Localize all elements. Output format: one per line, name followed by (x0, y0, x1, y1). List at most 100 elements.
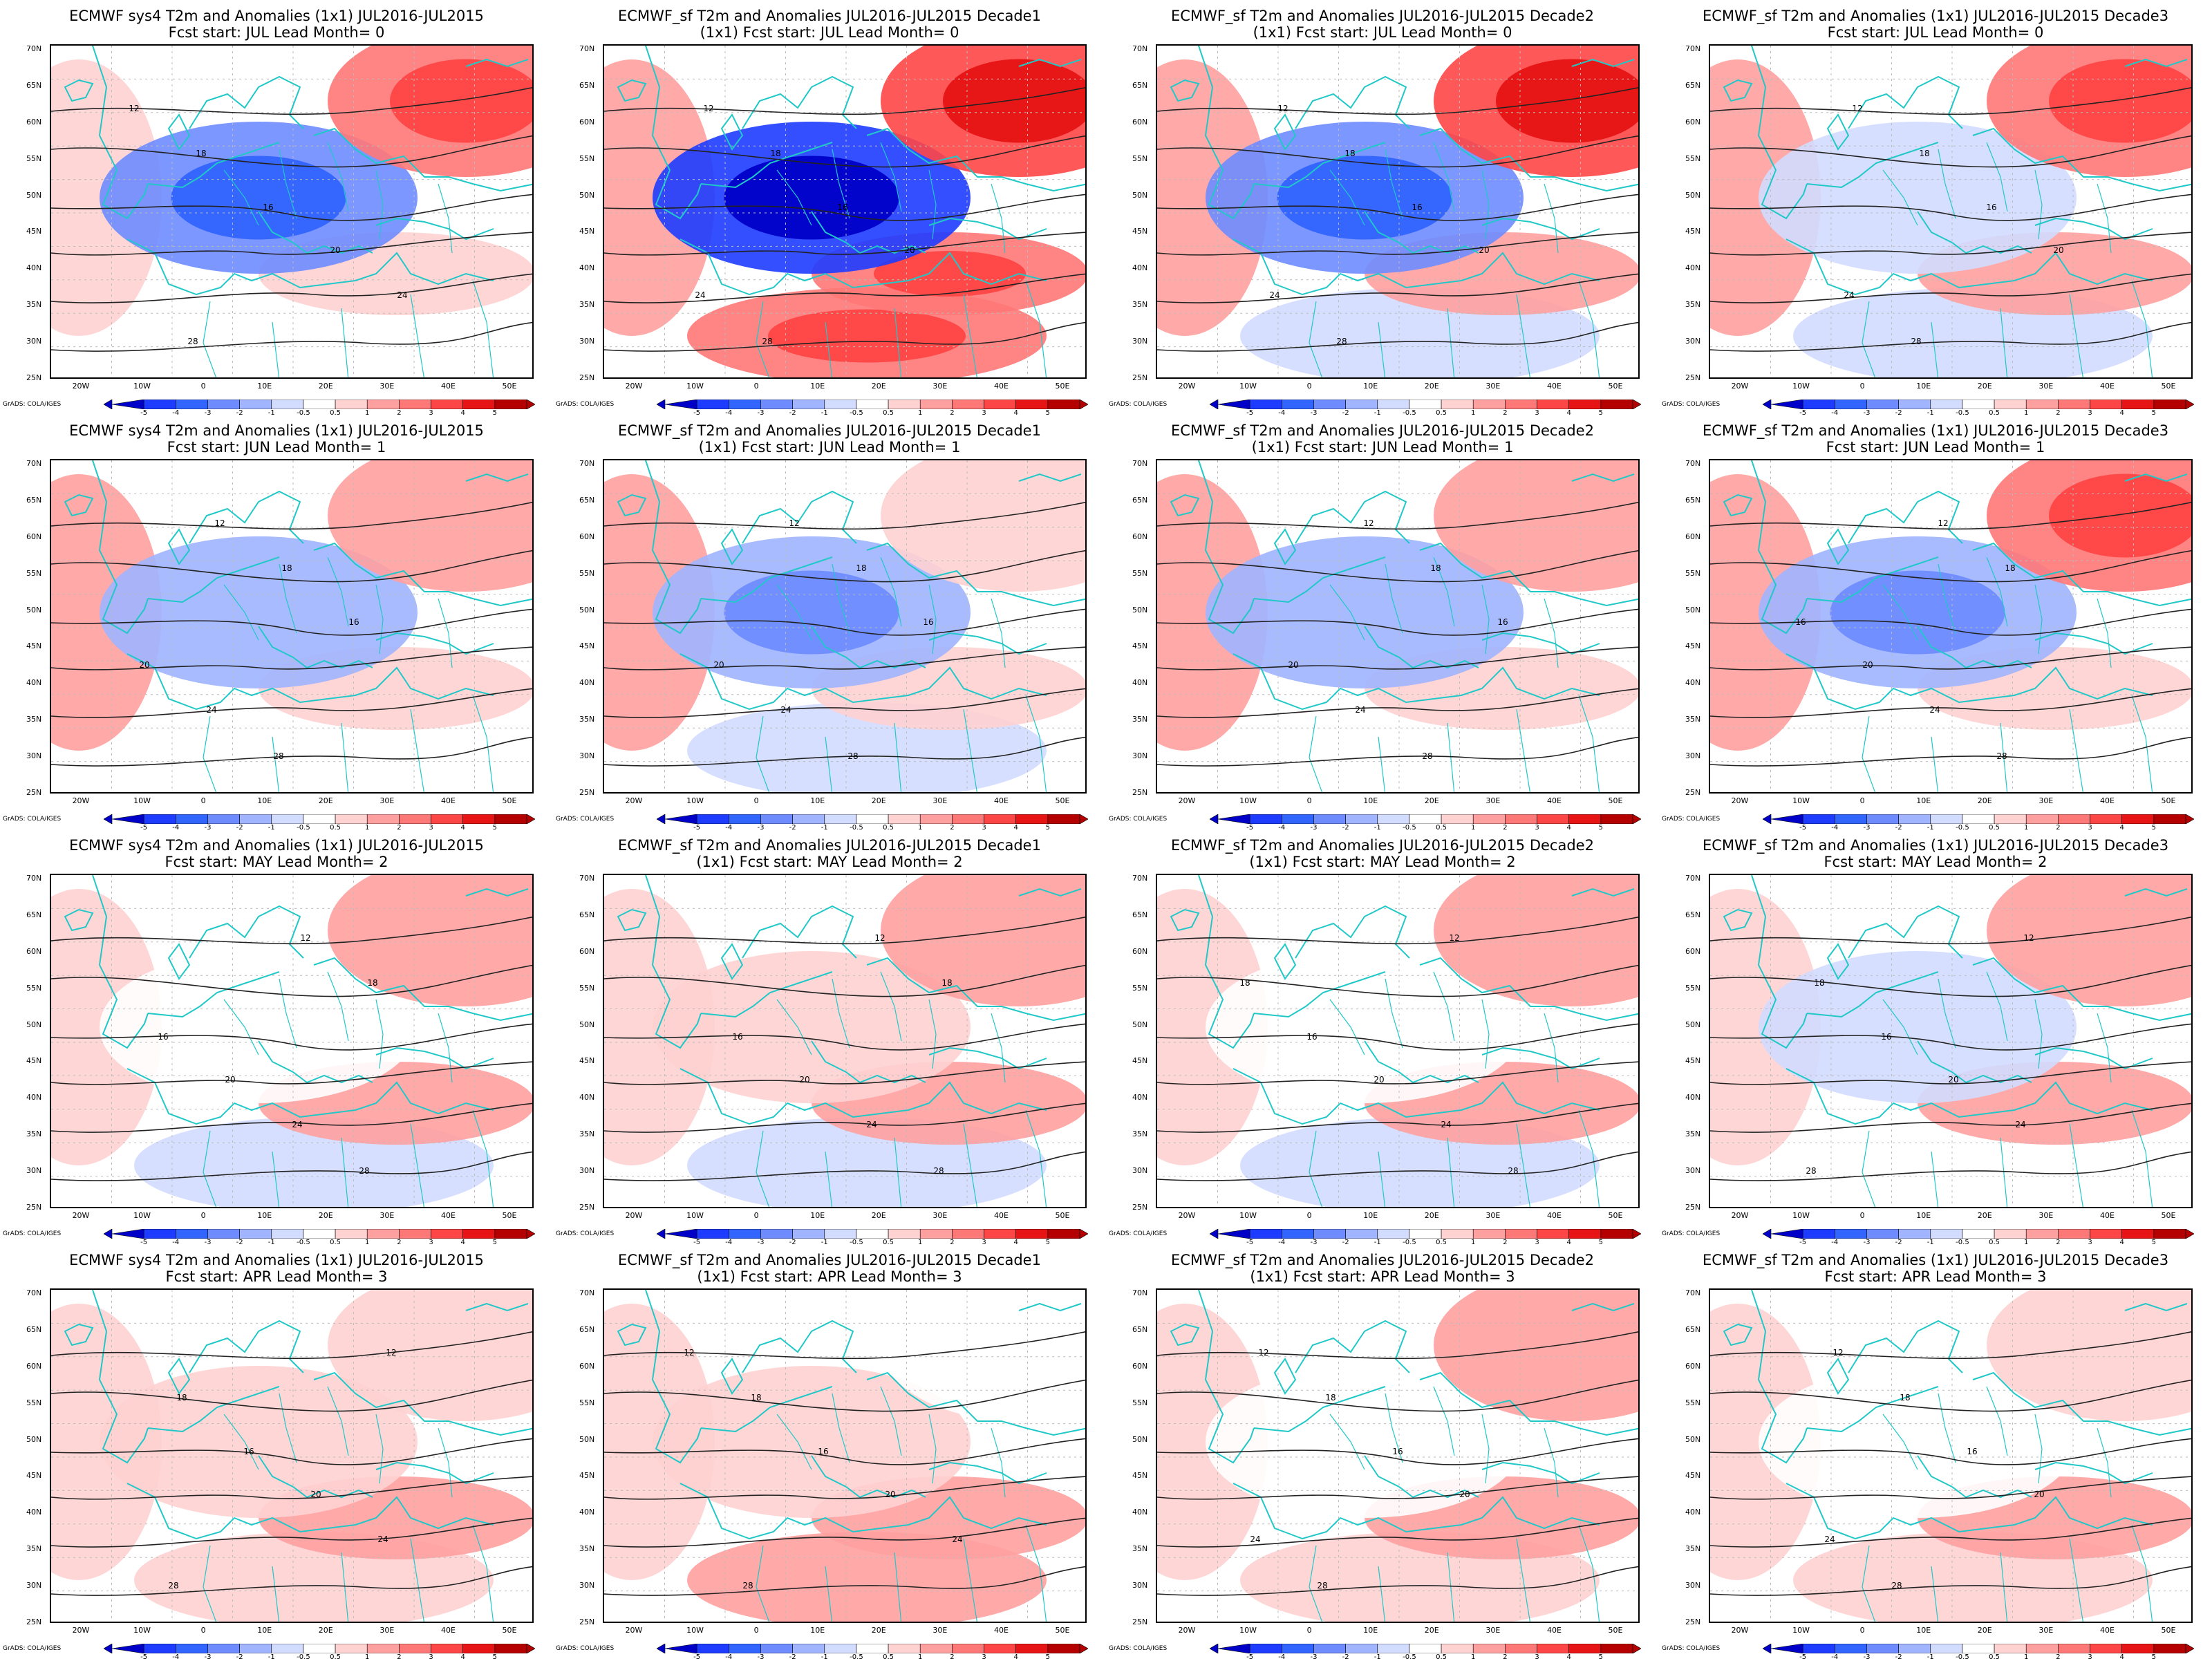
colorbar-swatch (176, 1229, 208, 1239)
colorbar-swatch (1600, 1229, 1633, 1239)
colorbar-swatch (462, 400, 496, 409)
lon-axis-label: 20E (318, 382, 333, 391)
colorbar-swatch (2025, 1229, 2059, 1239)
colorbar-swatch (399, 1644, 431, 1653)
temperature-contour (604, 501, 1085, 530)
country-border (880, 142, 902, 212)
colorbar-tick-label: -4 (1278, 409, 1286, 417)
lat-axis-label: 70N (579, 44, 595, 53)
temperature-contour (51, 916, 532, 945)
colorbar-swatch (888, 400, 921, 409)
country-border (2131, 1109, 2153, 1207)
colorbar-tick-label: -4 (1278, 1239, 1286, 1246)
temperature-contour (1710, 232, 2191, 256)
colorbar-tick-label: 1 (2024, 1239, 2029, 1246)
colorbar-swatch (2025, 400, 2059, 409)
map-panel: ECMWF_sf T2m and Anomalies (1x1) JUL2016… (1659, 829, 2212, 1246)
lon-axis-label: 30E (379, 382, 395, 391)
panel-title: ECMWF sys4 T2m and Anomalies (1x1) JUL20… (69, 1252, 484, 1268)
anomaly-core-north-east (390, 59, 532, 143)
panel-title: ECMWF_sf T2m and Anomalies JUL2016-JUL20… (1171, 422, 1594, 439)
lat-axis-label: 25N (26, 373, 42, 382)
colorbar-arrow-low (657, 400, 666, 409)
lon-axis-label: 30E (932, 1211, 948, 1220)
temperature-contour (604, 135, 1085, 168)
lat-axis-label: 60N (1685, 1361, 1701, 1371)
country-border (832, 149, 850, 219)
lon-axis-label: 10E (1363, 382, 1378, 391)
lat-axis-label: 35N (26, 300, 42, 310)
anomaly-region-north-east (1434, 460, 1638, 592)
map-plot-area: 12 18 16 20 24 28 (50, 459, 534, 794)
temperature-contour (51, 273, 532, 303)
temperature-contour (1157, 1331, 1638, 1360)
coastline (1972, 957, 2191, 1022)
lat-axis-label: 50N (1685, 1434, 1701, 1444)
lat-axis-label: 50N (579, 605, 595, 614)
lat-axis-label: 60N (1132, 1361, 1148, 1371)
lon-axis-label: 40E (440, 1626, 456, 1635)
lat-axis-label: 65N (1132, 495, 1148, 505)
colorbar-swatch (303, 814, 336, 824)
country-border (1882, 999, 1918, 1055)
colorbar-arrow-high (1079, 1644, 1088, 1653)
lat-axis-label: 30N (579, 751, 595, 761)
contour-label: 12 (214, 518, 225, 528)
lon-axis-label: 50E (2161, 796, 2176, 805)
colorbar-tick-label: -1 (1374, 409, 1381, 417)
country-border (2097, 1013, 2112, 1083)
colorbar-tick-label: 3 (2088, 824, 2092, 832)
lat-axis-label: 70N (1685, 1288, 1701, 1297)
panel-subtitle: Fcst start: JUN Lead Month= 1 (167, 439, 386, 456)
lat-axis-label: 35N (1685, 715, 1701, 724)
coastline (1295, 905, 1410, 959)
coastline (617, 79, 647, 102)
colorbar-tick-label: -2 (1342, 1239, 1349, 1246)
coastline (700, 1386, 833, 1433)
lon-axis-label: 0 (200, 1211, 206, 1220)
lat-axis-label: 40N (1685, 1093, 1701, 1102)
lon-axis-label: 20E (871, 1626, 886, 1635)
colorbar (1210, 814, 1641, 824)
colorbar-swatch (335, 1644, 368, 1653)
panel-subtitle: (1x1) Fcst start: APR Lead Month= 3 (697, 1268, 962, 1285)
lat-axis-label: 70N (26, 874, 42, 883)
colorbar-arrow-high (1632, 400, 1641, 409)
colorbar-tick-label: 0.5 (1436, 1239, 1447, 1246)
colorbar-swatch (919, 1229, 953, 1239)
lon-axis-label: 20W (1731, 1626, 1749, 1635)
colorbar-swatch (1047, 1644, 1080, 1653)
colorbar-swatch (1441, 814, 1474, 824)
colorbar-tick-label: 0.5 (1989, 1239, 2000, 1246)
contour-label: 24 (1844, 290, 1854, 300)
colorbar-swatch (2121, 1644, 2155, 1653)
lat-axis-label: 30N (26, 1166, 42, 1176)
country-border (1378, 321, 1386, 377)
contour-label: 16 (1881, 1032, 1891, 1042)
lat-axis-label: 60N (579, 946, 595, 956)
anomaly-core-north-east (2049, 59, 2191, 143)
country-border (756, 1545, 770, 1622)
country-border (1544, 1427, 1559, 1498)
lon-axis-label: 50E (1055, 796, 1070, 805)
country-border (1516, 708, 1530, 792)
anomaly-region-central-europe (1759, 122, 2077, 274)
colorbar-tick-label: -4 (725, 409, 733, 417)
temperature-contour (1157, 646, 1638, 670)
contour-label: 16 (243, 1447, 254, 1456)
lat-axis-label: 50N (26, 190, 42, 200)
coastline (1419, 127, 1638, 192)
country-border (1544, 598, 1559, 668)
colorbar-swatch (431, 1229, 463, 1239)
country-border (1882, 1414, 1918, 1470)
coastline (1295, 1320, 1410, 1373)
colorbar-tick-label: 1 (2024, 824, 2029, 832)
country-border (279, 563, 297, 634)
colorbar-swatch (271, 814, 304, 824)
colorbar-swatch (1835, 1644, 1867, 1653)
lon-axis-label: 10E (257, 1211, 272, 1220)
lon-axis-label: 40E (2099, 382, 2115, 391)
colorbar-swatch (664, 1229, 697, 1239)
temperature-contour (604, 1023, 1085, 1051)
country-border (1309, 301, 1323, 377)
